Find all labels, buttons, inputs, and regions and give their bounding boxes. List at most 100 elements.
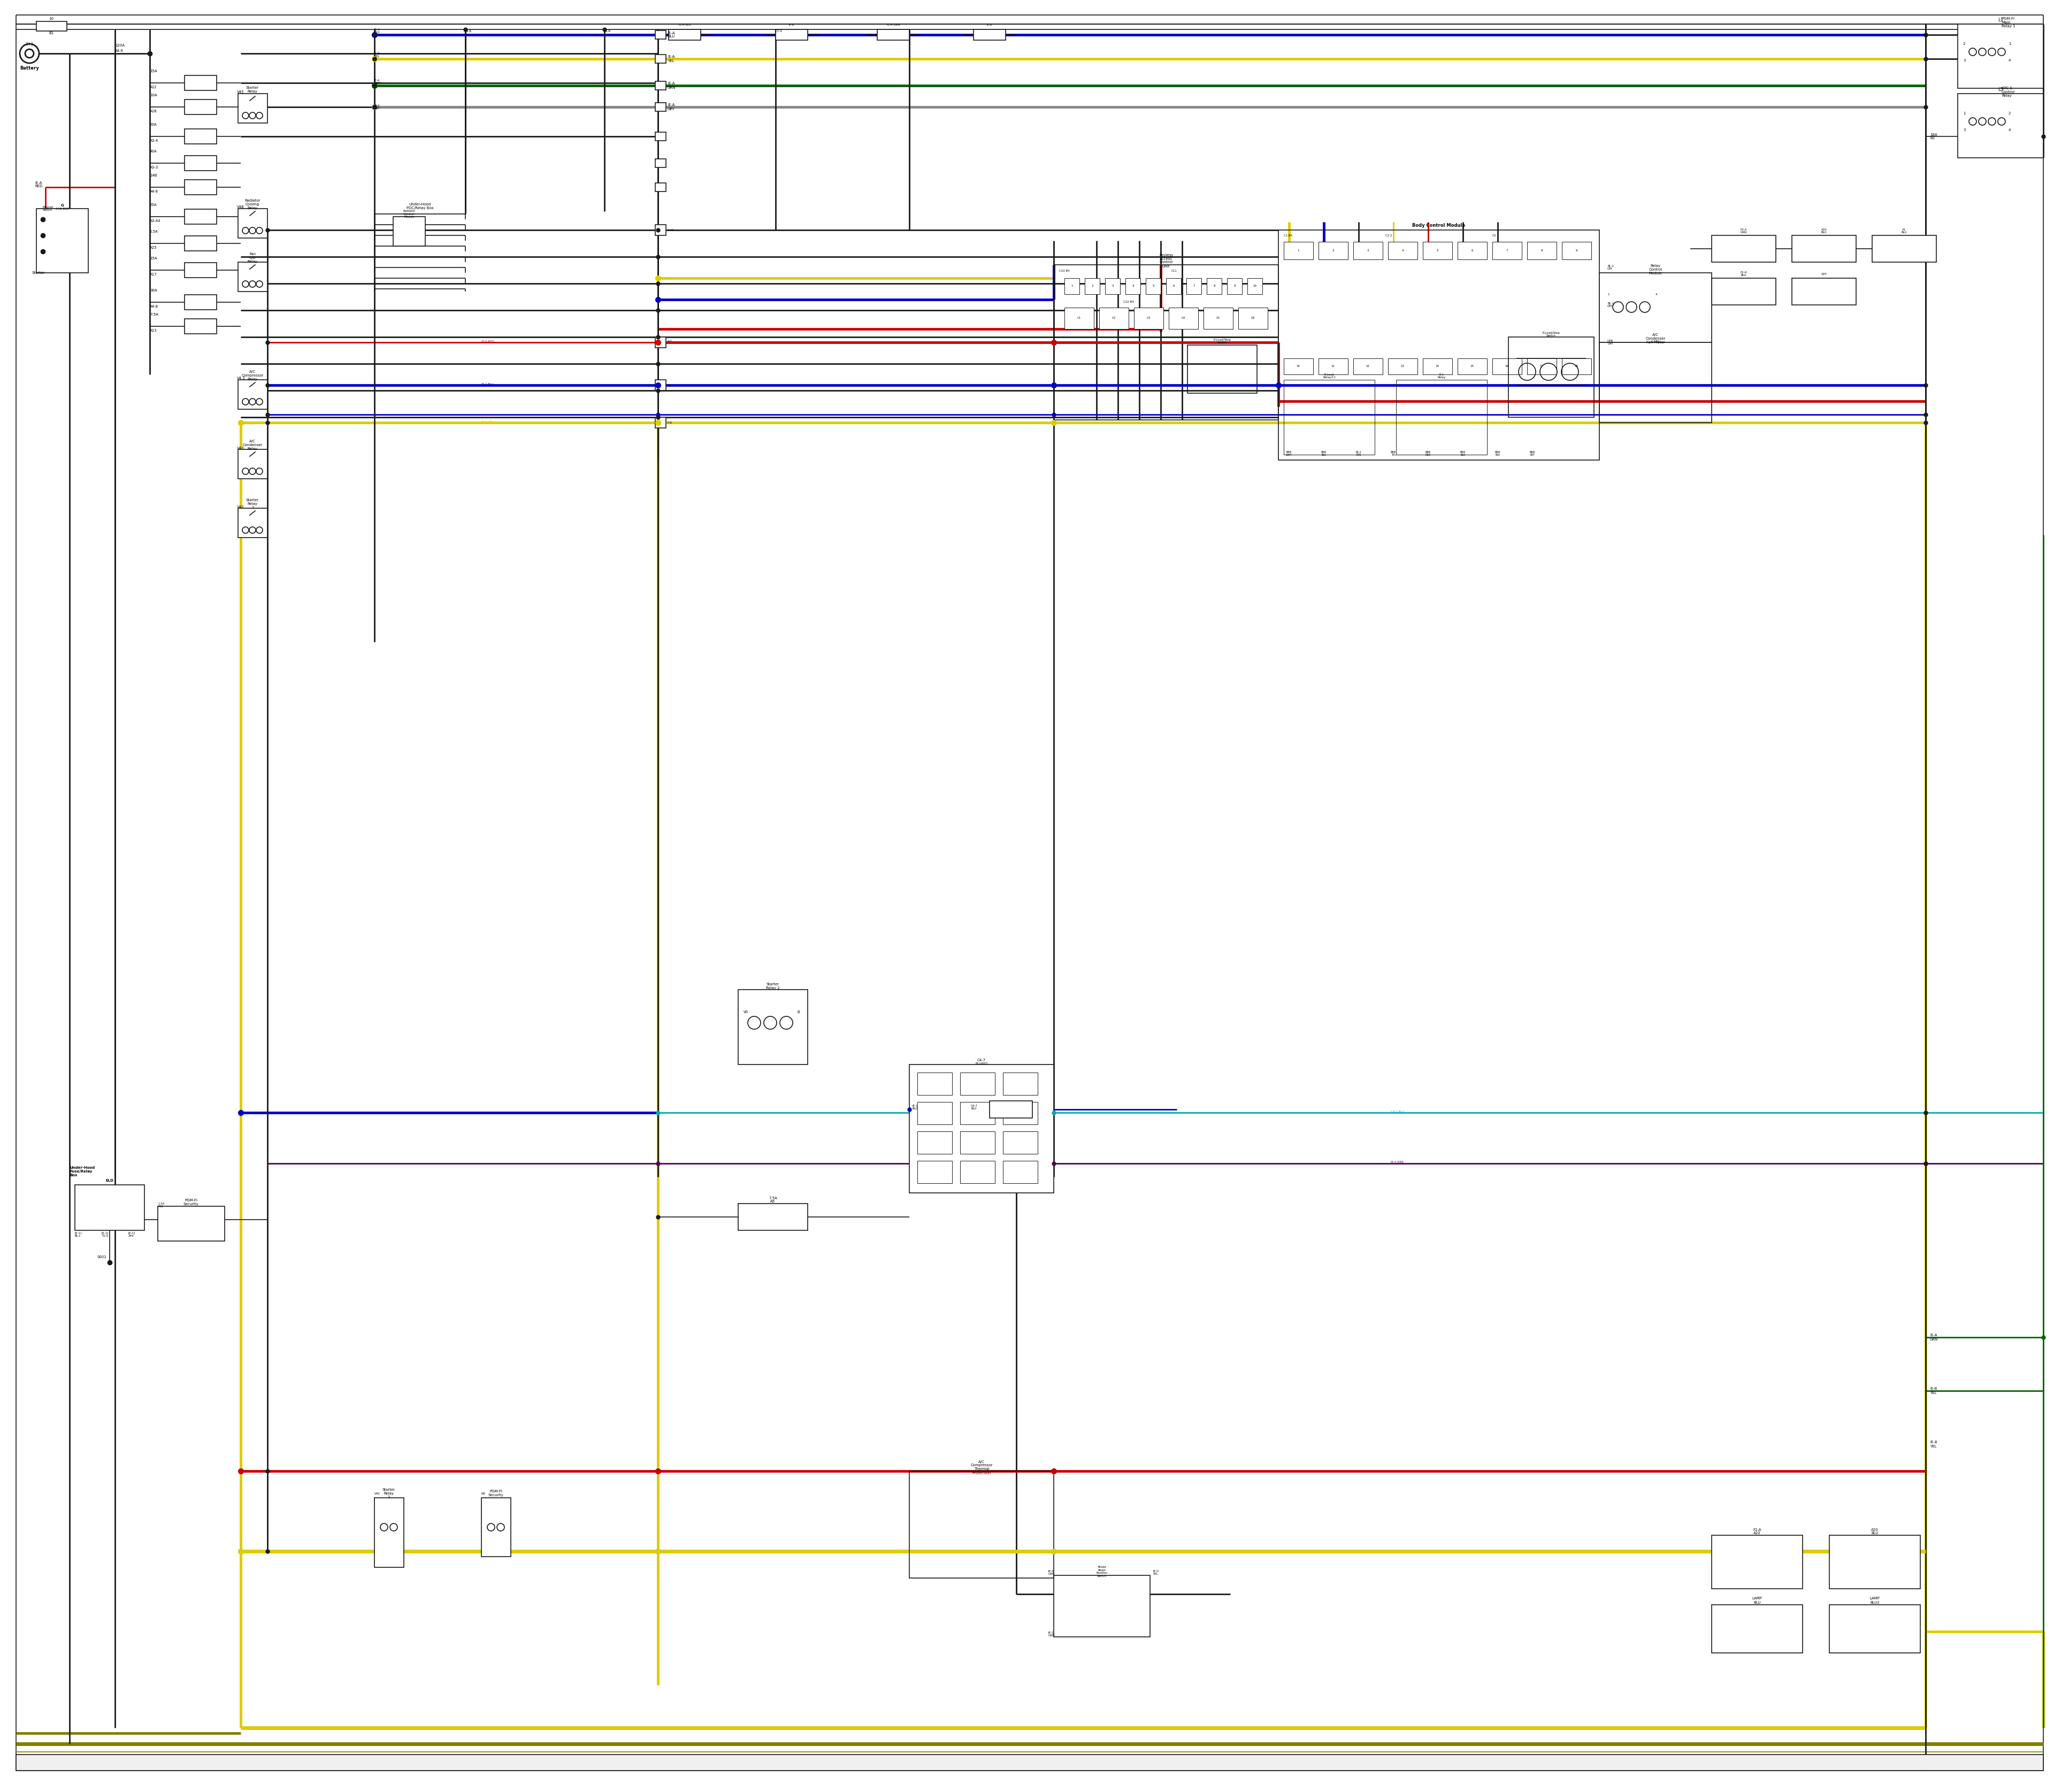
Text: Starter
Relay
2: Starter Relay 2 (382, 1487, 394, 1498)
Text: A4-8: A4-8 (150, 305, 158, 308)
Text: C4-7
BLU: C4-7 BLU (972, 1104, 978, 1111)
Text: B: B (797, 1011, 799, 1014)
Text: C6: C6 (1251, 317, 1255, 319)
Bar (185, 263, 216, 278)
Text: BRB
RED: BRB RED (1425, 452, 1432, 457)
Bar (185, 319, 216, 333)
Text: C2 2: C2 2 (1384, 235, 1393, 237)
Text: 11: 11 (1331, 366, 1335, 367)
Bar (1354, 358, 1382, 375)
Bar (238, 208, 267, 238)
Bar (1830, 1606, 1920, 1652)
Text: A3-44: A3-44 (150, 219, 160, 222)
Text: 7.5A
A5: 7.5A A5 (768, 1197, 776, 1202)
Bar (1187, 346, 1257, 392)
Bar (1711, 278, 1777, 305)
Bar (918, 1102, 953, 1124)
Text: A/C
Condenser
Fan Motor: A/C Condenser Fan Motor (1645, 333, 1666, 344)
Text: A1
BLU: A1 BLU (1902, 228, 1906, 235)
Bar (238, 509, 267, 538)
Bar (1526, 358, 1557, 375)
Bar (1791, 235, 1857, 262)
Text: C2: C2 (1111, 317, 1115, 319)
Text: E-Load/Step
Switch: E-Load/Step Switch (1543, 332, 1561, 337)
Text: A/C
Condenser
Relay: A/C Condenser Relay (242, 439, 263, 450)
Text: PGM-FI
Security: PGM-FI Security (489, 1489, 503, 1496)
Bar (1354, 242, 1382, 260)
Text: IE-1
GRN: IE-1 GRN (1048, 1631, 1056, 1638)
Bar (481, 1498, 511, 1557)
Text: A-1: A-1 (668, 339, 672, 346)
Bar (1284, 380, 1374, 455)
Bar (959, 1161, 994, 1183)
Text: (+): (+) (27, 41, 33, 47)
Text: IE-A
GRN: IE-A GRN (1048, 1570, 1056, 1575)
Text: Battery: Battery (21, 66, 39, 72)
Text: 1: 1 (18, 56, 21, 59)
Bar (185, 156, 216, 170)
Bar (1561, 358, 1592, 375)
Text: 2: 2 (2009, 111, 2011, 115)
Bar (1830, 1536, 1920, 1590)
Bar (910, 1471, 1054, 1579)
Text: 15: 15 (1471, 366, 1475, 367)
Text: GPB
DAY: GPB DAY (1608, 339, 1612, 346)
Text: 18: 18 (1575, 366, 1577, 367)
Text: A23: A23 (150, 330, 156, 332)
Bar (737, 989, 807, 1064)
Bar (238, 93, 267, 124)
Text: Starter: Starter (33, 271, 45, 274)
Text: Radiator
Control
Module: Radiator Control Module (403, 210, 415, 219)
Text: C11: C11 (1171, 271, 1177, 272)
Bar (1105, 278, 1119, 294)
Bar (1711, 1536, 1803, 1590)
Bar (185, 294, 216, 310)
Bar (655, 380, 665, 391)
Text: Under-Hood
Fuse/Relay
Box: Under-Hood Fuse/Relay Box (70, 1167, 94, 1177)
Text: E-Load/Step
Switch: E-Load/Step Switch (1214, 339, 1230, 344)
Text: IE-A
YEL: IE-A YEL (668, 56, 676, 63)
Bar (1600, 272, 1711, 342)
Bar (1247, 278, 1263, 294)
Text: A25: A25 (150, 246, 156, 249)
Bar (990, 1100, 1033, 1118)
Text: C1: C1 (1076, 317, 1080, 319)
Bar (1054, 1575, 1150, 1636)
Bar (959, 1073, 994, 1095)
Text: Magnet
Switch: Magnet Switch (43, 206, 53, 211)
Bar (1957, 93, 2044, 158)
Text: Body Control Module: Body Control Module (1413, 224, 1465, 228)
Bar (238, 380, 267, 409)
Text: 3: 3 (1964, 59, 1966, 63)
Text: IE-A
GRN: IE-A GRN (668, 82, 676, 90)
Text: PGM-FI
Security: PGM-FI Security (183, 1199, 199, 1206)
Bar (1278, 229, 1600, 461)
Text: C3: C3 (1146, 317, 1150, 319)
Text: 15A: 15A (150, 70, 156, 73)
Bar (655, 133, 665, 142)
Text: F2-A
GRN: F2-A GRN (1740, 228, 1748, 235)
Text: 40A: 40A (150, 151, 156, 152)
Text: 1: 1 (1964, 111, 1966, 115)
Text: V4B: V4B (236, 206, 244, 208)
Bar (1208, 278, 1222, 294)
Text: 3: 3 (1964, 129, 1966, 131)
Text: BRB
BLK: BRB BLK (1460, 452, 1467, 457)
Bar (1167, 278, 1181, 294)
Text: BL-1
CRY: BL-1 CRY (1608, 303, 1614, 308)
Text: LAMP
BLU: LAMP BLU (1752, 1597, 1762, 1604)
Bar (1146, 278, 1161, 294)
Bar (737, 1204, 807, 1231)
Text: 18A
B2: 18A B2 (1931, 133, 1937, 140)
Bar (655, 183, 665, 192)
Text: BL-1
CRY: BL-1 CRY (1608, 265, 1614, 271)
Text: Radiator
Cooling
Relay: Radiator Cooling Relay (244, 199, 261, 210)
Bar (1711, 1606, 1803, 1652)
Bar (918, 1073, 953, 1095)
Text: 17: 17 (1540, 366, 1543, 367)
Text: Relay
Control
Module: Relay Control Module (1649, 263, 1662, 274)
Text: F2-A
A20: F2-A A20 (1752, 1529, 1760, 1536)
Bar (1791, 278, 1857, 305)
Text: A20
BLU: A20 BLU (1822, 228, 1826, 235)
Bar (1526, 242, 1557, 260)
